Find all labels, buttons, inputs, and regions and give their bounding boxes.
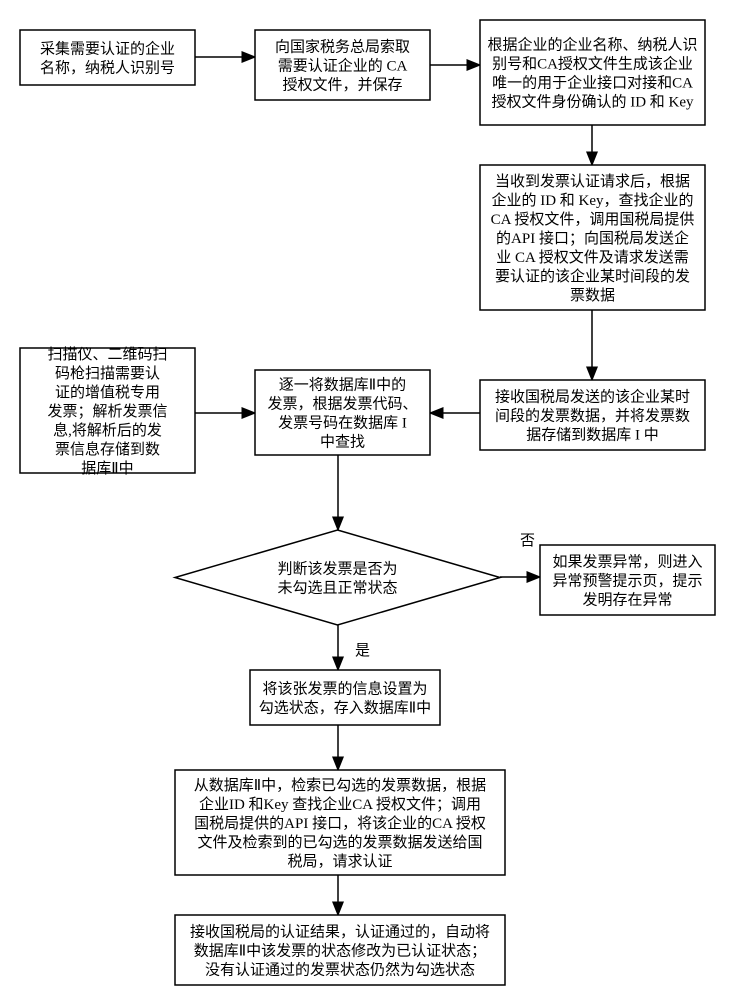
node-n6: 逐一将数据库Ⅱ中的发票，根据发票代码、发票号码在数据库 I中查找 xyxy=(255,370,430,455)
node-n2: 向国家税务总局索取需要认证企业的 CA授权文件，并保存 xyxy=(255,30,430,100)
node-n3: 根据企业的企业名称、纳税人识别号和CA授权文件生成该企业唯一的用于企业接口对接和… xyxy=(480,20,705,125)
edge-label: 是 xyxy=(355,643,370,659)
node-n11: 接收国税局的认证结果，认证通过的，自动将数据库Ⅱ中该发票的状态修改为已认证状态；… xyxy=(175,915,505,985)
node-n4: 当收到发票认证请求后，根据企业的 ID 和 Key，查找企业的CA 授权文件，调… xyxy=(480,165,705,310)
node-n8: 如果发票异常，则进入异常预警提示页，提示发明存在异常 xyxy=(540,545,715,615)
edge-label: 否 xyxy=(520,533,535,549)
node-text: 当收到发票认证请求后，根据企业的 ID 和 Key，查找企业的CA 授权文件，调… xyxy=(491,173,695,304)
node-n10: 从数据库Ⅱ中，检索已勾选的发票数据，根据企业ID 和Key 查找企业CA 授权文… xyxy=(175,770,505,875)
node-text: 扫描仪、二维码扫码枪扫描需要认证的增值税专用发票；解析发票信息,将解析后的发票信… xyxy=(47,346,167,477)
node-n9: 将该张发票的信息设置为勾选状态，存入数据库Ⅱ中 xyxy=(250,670,440,725)
node-n1: 采集需要认证的企业名称，纳税人识别号 xyxy=(20,30,195,85)
node-n7: 扫描仪、二维码扫码枪扫描需要认证的增值税专用发票；解析发票信息,将解析后的发票信… xyxy=(20,346,195,477)
node-text: 接收国税局的认证结果，认证通过的，自动将数据库Ⅱ中该发票的状态修改为已认证状态；… xyxy=(190,923,490,978)
node-d1: 判断该发票是否为未勾选且正常状态 xyxy=(175,530,500,625)
node-n5: 接收国税局发送的该企业某时间段的发票数据，并将发票数据存储到数据库 I 中 xyxy=(480,380,705,450)
node-text: 向国家税务总局索取需要认证企业的 CA授权文件，并保存 xyxy=(275,38,410,93)
